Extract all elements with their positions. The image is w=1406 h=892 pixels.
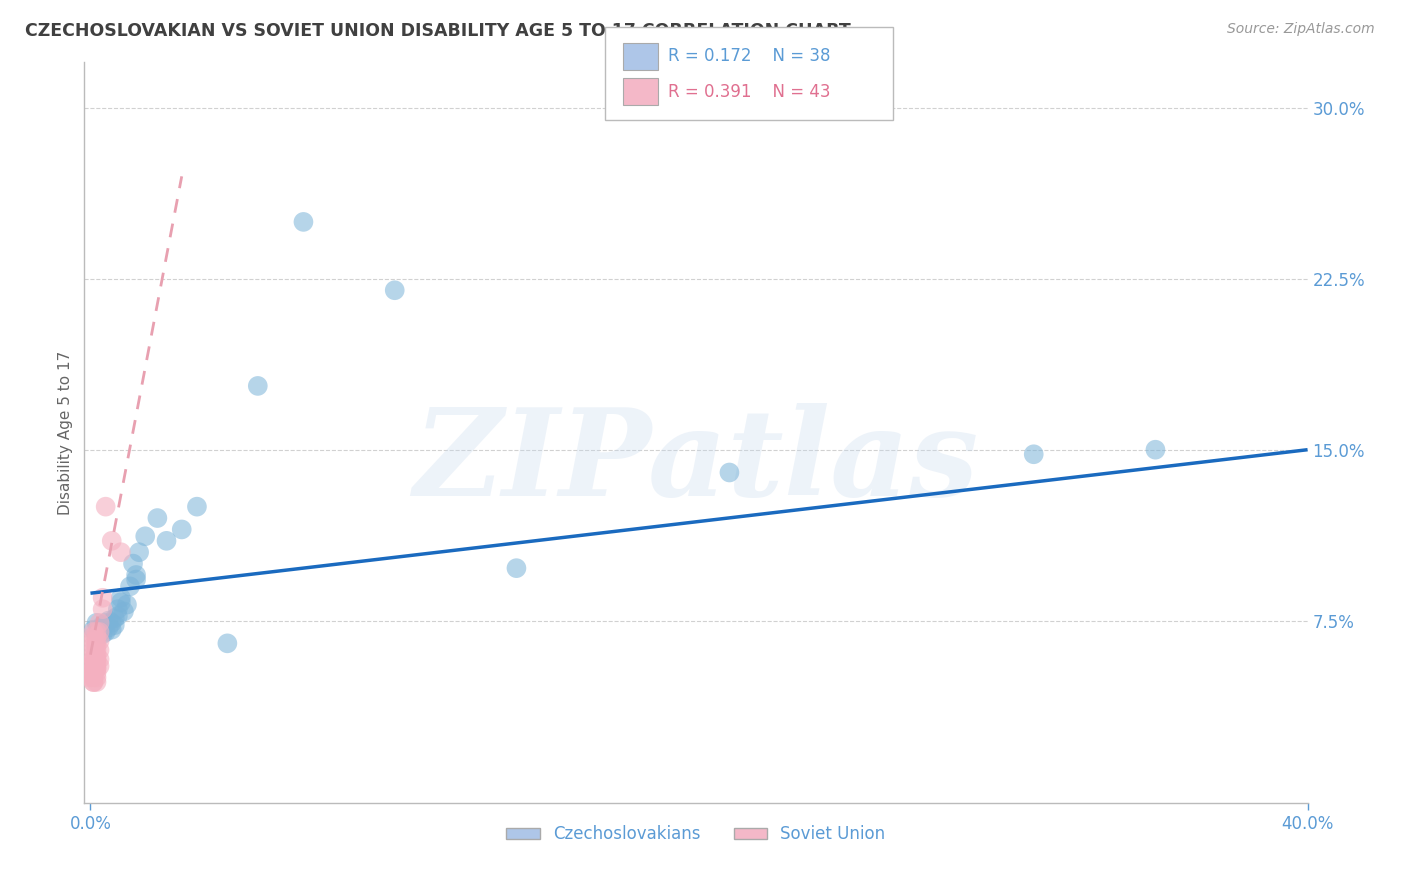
Point: [97, 614, 120, 628]
Point: [94, 615, 117, 630]
Point: [82, 652, 104, 666]
Point: [104, 618, 127, 632]
Point: [110, 545, 132, 559]
Point: [134, 529, 156, 543]
Point: [79, 659, 101, 673]
Point: [82, 665, 104, 680]
Point: [170, 523, 193, 537]
Point: [86, 648, 108, 662]
Point: [82, 630, 104, 644]
Point: [89, 643, 111, 657]
Point: [1144, 442, 1167, 457]
Point: [94, 500, 117, 514]
Point: [79, 671, 101, 685]
Point: [82, 624, 104, 639]
Point: [112, 604, 135, 618]
Point: [82, 657, 104, 671]
Point: [86, 639, 108, 653]
Point: [115, 598, 138, 612]
Point: [82, 639, 104, 653]
Point: [91, 602, 114, 616]
Point: [82, 623, 104, 637]
Point: [86, 634, 108, 648]
Point: [110, 591, 132, 605]
Point: [97, 620, 120, 634]
Point: [86, 661, 108, 675]
Point: [82, 643, 104, 657]
Point: [91, 618, 114, 632]
Point: [217, 636, 239, 650]
Y-axis label: Disability Age 5 to 17: Disability Age 5 to 17: [58, 351, 73, 515]
Point: [125, 568, 148, 582]
Point: [107, 609, 129, 624]
Legend: Czechoslovakians, Soviet Union: Czechoslovakians, Soviet Union: [499, 819, 893, 850]
Point: [94, 624, 117, 639]
Point: [86, 630, 108, 644]
Point: [89, 624, 111, 639]
Point: [186, 500, 208, 514]
Point: [82, 671, 104, 685]
Point: [118, 579, 141, 593]
Point: [82, 665, 104, 680]
Point: [86, 652, 108, 666]
Point: [1022, 447, 1045, 461]
Point: [91, 620, 114, 634]
Point: [125, 573, 148, 587]
Point: [86, 675, 108, 690]
Point: [100, 533, 122, 548]
Point: [82, 652, 104, 666]
Point: [86, 671, 108, 685]
Point: [100, 623, 122, 637]
Point: [82, 634, 104, 648]
Point: [86, 665, 108, 680]
Point: [110, 595, 132, 609]
Point: [384, 283, 406, 297]
Point: [82, 648, 104, 662]
Point: [86, 643, 108, 657]
Point: [82, 675, 104, 690]
Point: [91, 627, 114, 641]
Point: [82, 661, 104, 675]
Point: [107, 602, 129, 616]
Point: [100, 615, 122, 630]
Point: [104, 611, 127, 625]
Text: R = 0.391    N = 43: R = 0.391 N = 43: [668, 83, 831, 101]
Point: [89, 624, 111, 639]
Point: [86, 661, 108, 675]
Text: R = 0.172    N = 38: R = 0.172 N = 38: [668, 47, 831, 65]
Point: [89, 652, 111, 666]
Point: [89, 659, 111, 673]
Point: [91, 591, 114, 605]
Point: [79, 665, 101, 680]
Point: [128, 545, 150, 559]
Point: [86, 657, 108, 671]
Point: [292, 215, 315, 229]
Point: [718, 466, 741, 480]
Point: [146, 511, 169, 525]
Text: CZECHOSLOVAKIAN VS SOVIET UNION DISABILITY AGE 5 TO 17 CORRELATION CHART: CZECHOSLOVAKIAN VS SOVIET UNION DISABILI…: [25, 22, 851, 40]
Point: [86, 624, 108, 639]
Point: [122, 557, 145, 571]
Point: [86, 652, 108, 666]
Text: ZIPatlas: ZIPatlas: [413, 403, 979, 522]
Point: [505, 561, 527, 575]
Point: [89, 615, 111, 630]
Point: [155, 533, 177, 548]
Point: [246, 379, 269, 393]
Point: [82, 675, 104, 690]
Text: Source: ZipAtlas.com: Source: ZipAtlas.com: [1227, 22, 1375, 37]
Point: [89, 634, 111, 648]
Point: [86, 615, 108, 630]
